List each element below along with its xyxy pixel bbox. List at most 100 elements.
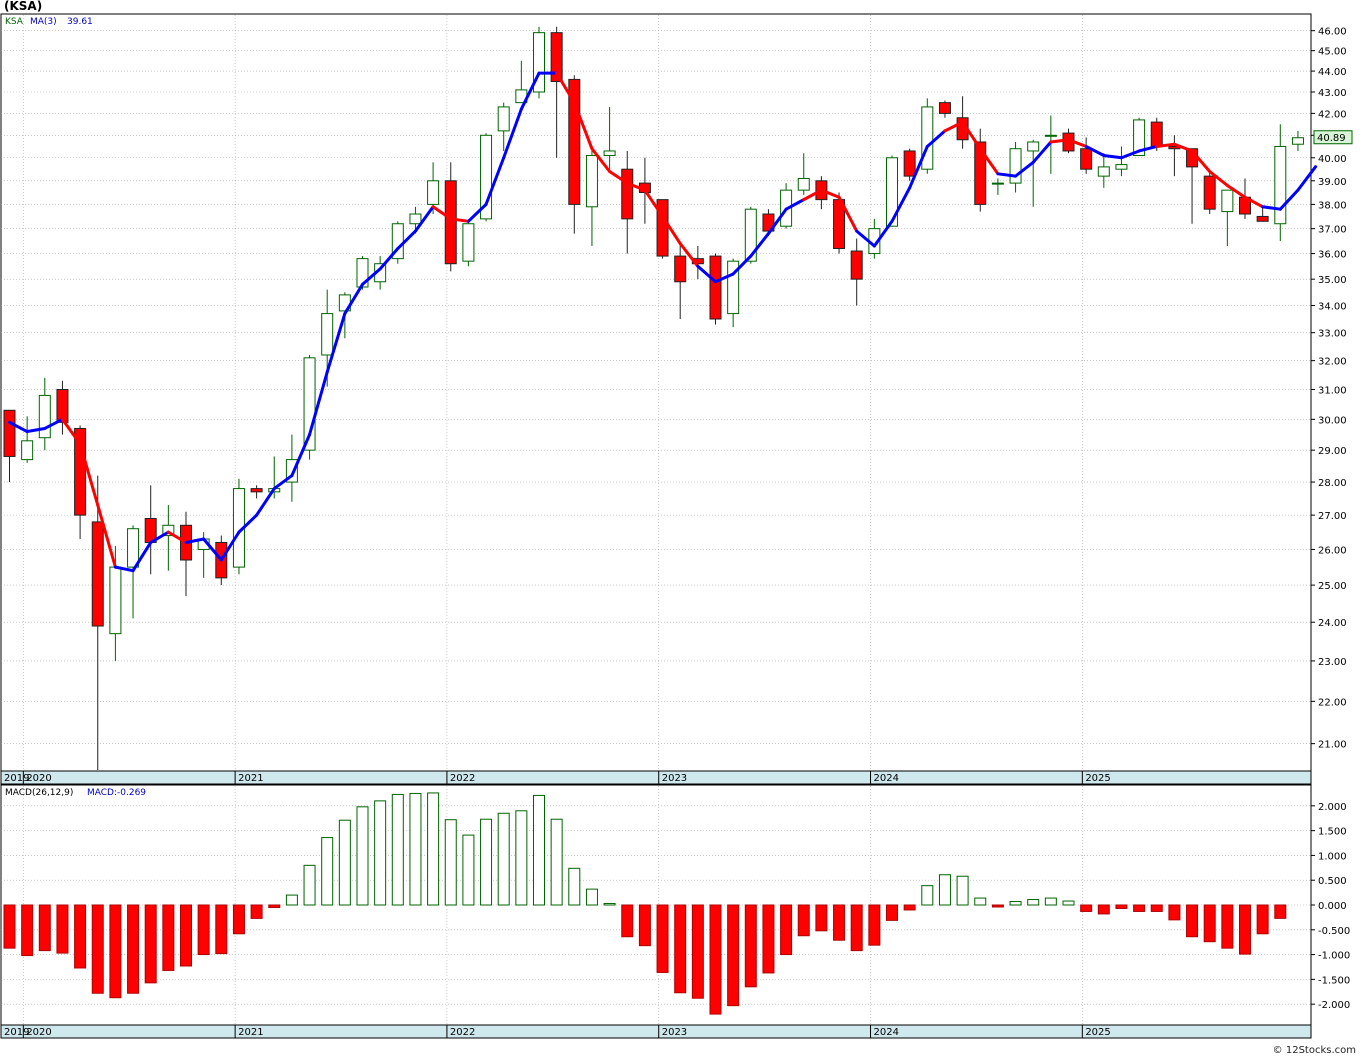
macd-bar [903, 904, 916, 911]
macd-bar [868, 904, 881, 946]
legend-ma-value: 39.61 [67, 17, 93, 27]
macd-year-label: 2023 [662, 1027, 687, 1038]
price-y-tick-label: 33.00 [1318, 329, 1347, 340]
candle-body [1150, 121, 1163, 147]
candle [1221, 189, 1234, 247]
price-year-label: 2024 [874, 773, 899, 784]
ma-segment [1119, 149, 1141, 160]
macd-bar [391, 793, 404, 906]
macd-bar [921, 885, 934, 906]
price-y-tick-label: 21.00 [1318, 740, 1347, 751]
macd-bar [480, 818, 493, 906]
price-y-tick-label: 29.00 [1318, 446, 1347, 457]
macd-bar [303, 864, 316, 906]
price-year-label: 2019 [4, 773, 29, 784]
candle [1274, 124, 1287, 242]
ma-segment [1208, 169, 1229, 187]
candle [303, 354, 316, 460]
candle-body [568, 78, 581, 205]
ma-segment [643, 188, 665, 218]
candle-body [480, 134, 493, 220]
ma-segment [590, 147, 612, 173]
candle-body [744, 208, 757, 262]
ma-segment [819, 188, 841, 199]
ma-segment [466, 202, 488, 223]
candle [991, 178, 1004, 195]
candle-body [127, 528, 140, 568]
ma-segment [837, 195, 859, 233]
macd-legend: MACD(26,12,9) MACD:-0.269 [5, 788, 146, 798]
candle-body [462, 223, 475, 262]
candle-body [250, 488, 263, 493]
candle-body [285, 459, 298, 483]
price-year-label: 2021 [238, 773, 263, 784]
macd-bar [533, 794, 545, 906]
ma-segment [449, 217, 470, 223]
ma-segment [996, 172, 1018, 178]
legend-ma-label: MA(3) [30, 17, 57, 27]
candle-body [74, 427, 87, 516]
candle [1203, 171, 1216, 215]
macd-bar [603, 903, 616, 906]
ma-segment [290, 433, 312, 478]
ma-segment [714, 272, 735, 284]
ma-segment [978, 147, 1000, 176]
ma-segment [961, 120, 982, 151]
macd-bar [550, 818, 563, 906]
candle [1291, 130, 1304, 151]
candle [391, 221, 404, 264]
candle-body [621, 168, 634, 220]
price-year-label: 2025 [1085, 773, 1110, 784]
candle-body [603, 150, 616, 156]
price-gridlines [1, 15, 1311, 770]
macd-bar [409, 792, 422, 906]
ma-segment [925, 129, 947, 148]
ma-segment [1102, 153, 1123, 160]
candle [850, 238, 863, 306]
macd-bar [427, 792, 440, 906]
macd-year-label: 2022 [450, 1027, 475, 1038]
price-y-tick-label: 37.00 [1318, 225, 1347, 236]
candle [621, 150, 634, 254]
ma-segment [625, 181, 647, 192]
macd-legend-label: MACD(26,12,9) [5, 788, 73, 798]
candle-body [427, 180, 440, 205]
price-y-tick-label: 25.00 [1318, 581, 1347, 592]
candle-body [1080, 148, 1093, 170]
ma-segment [766, 207, 788, 236]
macd-bar [850, 904, 863, 952]
ma-segment [431, 205, 453, 221]
ma-segment [25, 426, 47, 434]
ma-segment [1155, 142, 1176, 148]
candle-body [850, 250, 863, 280]
candle-body [797, 177, 810, 191]
candle [938, 100, 951, 118]
macd-y-tick-label: 2.000 [1318, 802, 1347, 813]
macd-bar [938, 874, 951, 906]
price-y-tick-label: 38.00 [1318, 200, 1347, 211]
chart-title: (KSA) [4, 0, 43, 13]
ma-segment [1172, 142, 1194, 153]
candle-body [444, 180, 457, 265]
macd-bar [1239, 904, 1251, 955]
candle-body [303, 357, 316, 451]
macd-bar [1044, 897, 1057, 906]
ma-segment [749, 232, 770, 258]
ma-segment [219, 530, 241, 562]
candle-body [533, 32, 545, 93]
macd-bar [1133, 904, 1146, 912]
price-y-tick-label: 24.00 [1318, 618, 1347, 629]
macd-bar [1186, 904, 1199, 938]
macd-bar [462, 834, 475, 906]
ma-segment [890, 186, 912, 223]
ma-segment [784, 198, 806, 211]
ma-segment [413, 205, 435, 233]
candle [585, 146, 598, 247]
macd-bar [585, 888, 598, 906]
candle-body [921, 106, 934, 170]
price-y-tick-label: 28.00 [1318, 478, 1347, 489]
candle-body [38, 394, 51, 439]
candle [533, 26, 545, 99]
price-year-label: 2022 [450, 773, 475, 784]
candle [1044, 115, 1057, 174]
